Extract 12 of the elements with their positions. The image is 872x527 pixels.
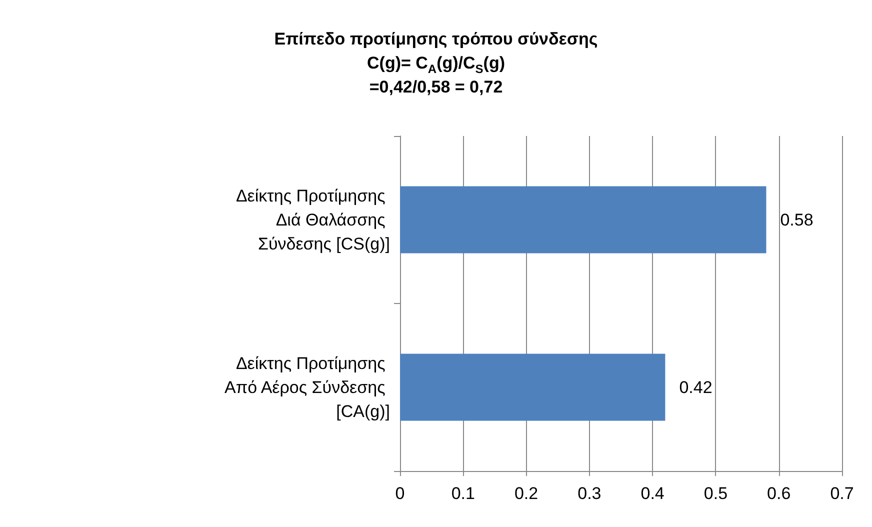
- x-tick-label: 0.4: [640, 484, 664, 503]
- x-tick-label: 0.7: [830, 484, 854, 503]
- x-tick-label: 0.1: [451, 484, 475, 503]
- x-tick-label: 0.6: [767, 484, 791, 503]
- x-tick-label: 0.5: [704, 484, 728, 503]
- y-tick-label: Δείκτης Προτίμησης Από Αέρος Σύνδεσης [CA(g)]: [224, 354, 390, 421]
- x-tick-label: 0.3: [578, 484, 602, 503]
- y-tick-label: Δείκτης Προτίμησης Διά Θαλάσσης Σύνδεσης [CS(g)]: [236, 186, 390, 254]
- data-label: 0.58: [780, 210, 814, 230]
- x-tick-label: 0: [395, 484, 405, 503]
- x-tick-label: 0.2: [514, 484, 538, 503]
- data-label: 0.42: [679, 378, 712, 397]
